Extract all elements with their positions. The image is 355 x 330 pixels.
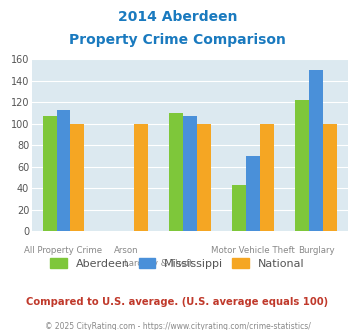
Bar <box>43 116 56 231</box>
Bar <box>323 124 337 231</box>
Text: 2014 Aberdeen: 2014 Aberdeen <box>118 10 237 24</box>
Text: Burglary: Burglary <box>298 246 335 255</box>
Bar <box>71 124 84 231</box>
Text: Motor Vehicle Theft: Motor Vehicle Theft <box>211 246 295 255</box>
Bar <box>183 116 197 231</box>
Text: Property Crime Comparison: Property Crime Comparison <box>69 33 286 47</box>
Bar <box>232 185 246 231</box>
Bar <box>169 113 183 231</box>
Text: Compared to U.S. average. (U.S. average equals 100): Compared to U.S. average. (U.S. average … <box>26 297 329 307</box>
Bar <box>197 124 211 231</box>
Bar <box>134 124 148 231</box>
Bar <box>260 124 274 231</box>
Bar <box>56 110 71 231</box>
Text: © 2025 CityRating.com - https://www.cityrating.com/crime-statistics/: © 2025 CityRating.com - https://www.city… <box>45 322 310 330</box>
Legend: Aberdeen, Mississippi, National: Aberdeen, Mississippi, National <box>46 254 309 273</box>
Text: Arson: Arson <box>114 246 139 255</box>
Text: All Property Crime: All Property Crime <box>24 246 103 255</box>
Text: Larceny & Theft: Larceny & Theft <box>124 259 193 268</box>
Bar <box>309 70 323 231</box>
Bar <box>246 156 260 231</box>
Bar <box>295 100 309 231</box>
